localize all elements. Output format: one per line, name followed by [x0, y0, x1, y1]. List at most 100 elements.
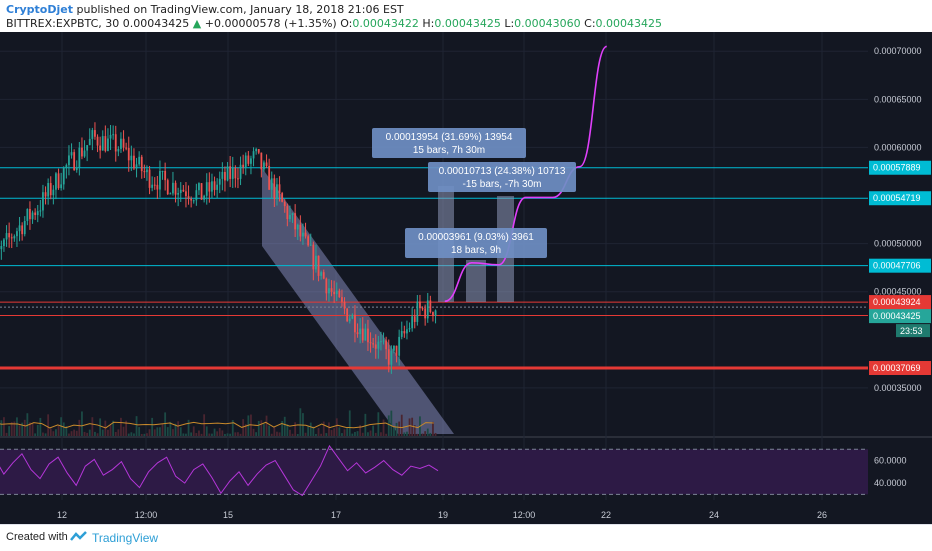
volume-bar	[411, 417, 414, 436]
candle-body	[179, 189, 182, 194]
volume-bar	[114, 431, 117, 436]
candle-body	[281, 193, 284, 202]
candle-body	[18, 225, 21, 232]
level-price-label: 0.00037069	[873, 363, 921, 373]
volume-bar	[387, 415, 390, 436]
candle-body	[242, 164, 245, 168]
candle-body	[263, 162, 265, 170]
volume-bar	[208, 433, 211, 436]
projection-path[interactable]	[444, 45, 608, 303]
measure-label-box[interactable]	[405, 228, 547, 258]
volume-bar	[218, 428, 221, 436]
candle-body	[346, 308, 349, 322]
volume-bar	[361, 432, 364, 436]
candle-body	[55, 173, 57, 190]
candle-body	[86, 145, 89, 151]
tradingview-logo-icon	[70, 531, 87, 541]
volume-bar	[109, 425, 112, 436]
chart-canvas[interactable]: 0.00070000 0.00065000 0.00060000 0.00050000…	[0, 32, 932, 524]
candle-body	[107, 138, 109, 151]
candle-body	[151, 184, 154, 188]
x-tick-label: 12	[57, 510, 67, 520]
candle-body	[198, 183, 200, 191]
candle-body	[166, 180, 169, 195]
measure-box[interactable]	[466, 260, 486, 302]
author-link[interactable]: CryptoDjet	[6, 3, 73, 16]
candle-body	[99, 145, 102, 151]
rsi-y-tick-label: 60.0000	[874, 456, 907, 466]
candle-body	[299, 224, 302, 237]
level-price-tag	[869, 258, 931, 273]
volume-bar	[39, 417, 42, 436]
volume-bar	[307, 426, 310, 436]
measure-label-line1: 0.00010713 (24.38%) 10713	[439, 166, 566, 177]
candle-body	[398, 336, 401, 356]
time-axis[interactable]	[0, 500, 868, 524]
volume-bar	[424, 431, 427, 436]
candle-body	[169, 193, 172, 195]
candle-body	[34, 212, 37, 216]
candle-body	[333, 291, 336, 295]
candle-body	[5, 233, 8, 240]
candle-body	[364, 328, 367, 341]
volume-bar	[432, 421, 434, 436]
volume-bar	[328, 422, 330, 436]
candle-body	[328, 288, 330, 294]
candle-body	[29, 208, 31, 220]
candle-body	[88, 138, 91, 146]
volume-bar	[78, 419, 81, 436]
candle-body	[335, 290, 338, 295]
volume-bar	[148, 429, 151, 436]
candle-body	[302, 232, 304, 237]
candle-body	[68, 155, 70, 166]
candle-body	[117, 148, 120, 152]
measure-label-box[interactable]	[428, 162, 576, 192]
measure-label-box[interactable]	[372, 128, 526, 158]
candlestick-series[interactable]	[0, 122, 437, 374]
volume-bar	[42, 432, 44, 436]
level-price-label: 0.00043924	[873, 297, 921, 307]
candle-body	[185, 191, 187, 197]
candle-body	[395, 345, 398, 356]
volume-bar	[18, 425, 21, 436]
candle-body	[341, 297, 343, 302]
candle-body	[380, 341, 382, 343]
volume-bar	[62, 422, 65, 436]
volume-bar	[213, 428, 216, 436]
measure-label-line1: 0.00003961 (9.03%) 3961	[418, 232, 534, 243]
volume-bar	[260, 420, 263, 436]
candle-body	[429, 300, 432, 313]
candle-body	[52, 189, 55, 196]
candle-body	[65, 165, 68, 168]
candle-body	[75, 167, 78, 171]
tradingview-brand[interactable]: TradingView	[92, 531, 159, 545]
level-price-label: 0.00047706	[873, 261, 921, 271]
volume-ma-line	[0, 421, 434, 429]
volume-bar	[385, 433, 388, 436]
change-value: +0.00000578 (+1.35%)	[204, 17, 337, 30]
volume-bar	[283, 416, 286, 436]
candle-body	[250, 158, 252, 164]
publish-line: CryptoDjet published on TradingView.com,…	[6, 3, 404, 16]
low-label: L:	[504, 17, 515, 30]
rsi-line[interactable]	[0, 444, 439, 497]
volume-bar	[31, 423, 34, 436]
price-axis[interactable]	[868, 32, 932, 524]
volume-bar	[156, 427, 159, 436]
candle-body	[385, 340, 388, 350]
volume-bar	[190, 432, 193, 436]
candle-body	[156, 184, 159, 190]
candle-body	[351, 314, 354, 319]
volume-bar	[99, 418, 102, 436]
y-tick-label: 0.00065000	[874, 94, 922, 104]
candle-body	[432, 312, 434, 317]
measure-label-line2: 15 bars, 7h 30m	[413, 145, 485, 156]
volume-bar	[52, 431, 55, 436]
candle-body	[374, 344, 377, 349]
candle-body	[8, 233, 11, 238]
candle-body	[122, 138, 125, 148]
rsi-y-tick-label: 40.0000	[874, 478, 907, 488]
x-tick-label: 22	[601, 510, 611, 520]
volume-bar	[395, 422, 398, 436]
candle-body	[239, 164, 242, 179]
